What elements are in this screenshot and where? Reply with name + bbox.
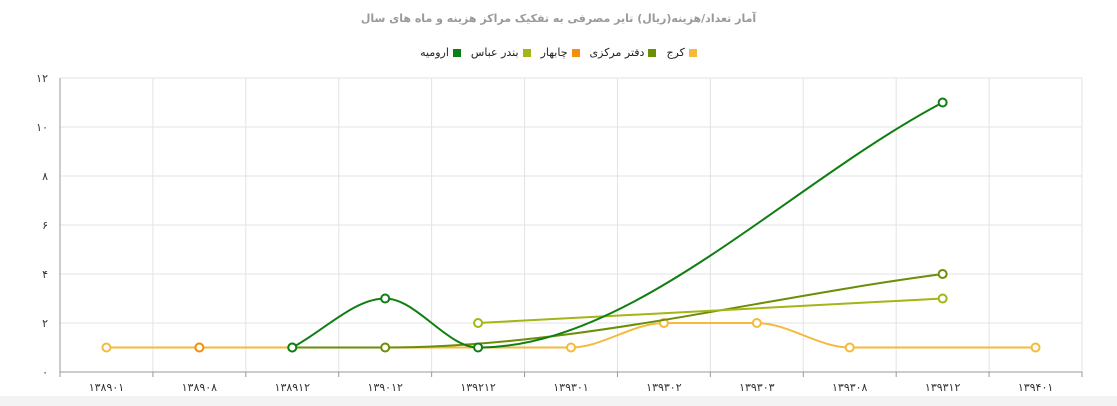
x-tick-label: ۱۳۹۳۰۳: [739, 381, 775, 394]
x-tick-label: ۱۳۸۹۰۸: [182, 381, 218, 394]
y-tick-label: ۴: [42, 268, 48, 281]
x-tick-label: ۱۳۸۹۱۲: [275, 381, 311, 394]
data-point-bandar-abbas: [474, 319, 482, 327]
data-point-karaj: [102, 344, 110, 352]
y-tick-label: ۲: [42, 317, 48, 330]
data-point-central-office: [939, 270, 947, 278]
y-tick-label: ۰: [42, 366, 48, 379]
data-point-urmia: [474, 344, 482, 352]
x-tick-label: ۱۳۸۹۰۱: [89, 381, 124, 394]
data-point-central-office: [381, 344, 389, 352]
x-tick-label: ۱۳۹۲۱۲: [460, 381, 496, 394]
data-point-karaj: [753, 319, 761, 327]
y-tick-label: ۶: [42, 219, 48, 232]
data-point-karaj: [567, 344, 575, 352]
x-tick-label: ۱۳۹۳۱۲: [925, 381, 961, 394]
data-point-urmia: [381, 295, 389, 303]
x-tick-label: ۱۳۹۰۱۲: [367, 381, 403, 394]
data-point-karaj: [846, 344, 854, 352]
data-point-bandar-abbas: [939, 295, 947, 303]
data-point-urmia: [939, 99, 947, 107]
y-tick-label: ۱۲: [36, 72, 48, 85]
x-tick-label: ۱۳۹۴۰۱: [1018, 381, 1053, 394]
data-point-chabahar: [195, 344, 203, 352]
data-point-urmia: [288, 344, 296, 352]
y-tick-label: ۱۰: [36, 121, 48, 134]
x-tick-label: ۱۳۹۳۰۲: [646, 381, 682, 394]
bottom-scrollbar-area: [0, 396, 1117, 406]
x-tick-label: ۱۳۹۳۰۱: [553, 381, 588, 394]
x-tick-label: ۱۳۹۳۰۸: [832, 381, 868, 394]
y-tick-label: ۸: [42, 170, 48, 183]
data-point-karaj: [1032, 344, 1040, 352]
